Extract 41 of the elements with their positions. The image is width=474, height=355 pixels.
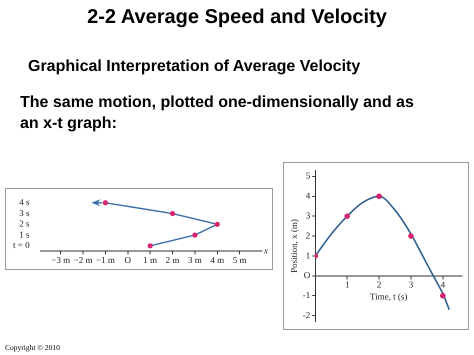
y-tick-label: O bbox=[304, 270, 311, 280]
point bbox=[148, 243, 153, 248]
point bbox=[408, 233, 414, 239]
line-series bbox=[315, 195, 450, 310]
y-tick-label: 4 bbox=[306, 190, 311, 201]
point bbox=[214, 222, 220, 227]
y-tick-label: 3 s bbox=[19, 208, 30, 218]
chart-title: 2-2 Average Speed and Velocity bbox=[86, 6, 388, 29]
point bbox=[344, 213, 350, 219]
y-tick-label: -2 bbox=[302, 310, 310, 320]
y-tick-label: 3 bbox=[306, 210, 311, 221]
y-tick-label: 5 bbox=[306, 170, 311, 181]
point bbox=[102, 200, 108, 206]
x-axis-title: x bbox=[263, 246, 268, 256]
x-axis-title: Time, t (s) bbox=[370, 291, 408, 302]
point bbox=[376, 193, 382, 200]
y-tick-label: 1 s bbox=[19, 229, 30, 240]
x-tick-label: 1 bbox=[344, 280, 350, 290]
x-tick-label: 3 m bbox=[188, 254, 202, 265]
y-axis-title: Position, x (m) bbox=[288, 219, 299, 273]
x-tick-label: −2 m bbox=[74, 254, 92, 265]
x-tick-label: 2 bbox=[376, 280, 382, 290]
chart-subtitle: Graphical Interpretation of Average Velocity bbox=[28, 58, 360, 76]
x-tick-label: 4 m bbox=[210, 254, 224, 265]
x-tick-label: −1 m bbox=[96, 254, 115, 265]
y-tick-label: t = 0 bbox=[13, 240, 30, 250]
x-tick-label: 1 m bbox=[143, 254, 158, 265]
point bbox=[440, 292, 446, 299]
x-tick-label: 4 bbox=[440, 280, 446, 290]
point bbox=[192, 232, 198, 238]
y-tick-label: -1 bbox=[302, 290, 310, 300]
point bbox=[170, 210, 176, 216]
x-tick-label: −3 m bbox=[51, 254, 70, 265]
x-tick-label: 2 m bbox=[166, 254, 180, 265]
y-tick-label: 2 s bbox=[19, 218, 30, 229]
x-tick-label: O bbox=[124, 254, 132, 265]
y-tick-label: 2 bbox=[306, 230, 310, 240]
y-tick-label: 4 s bbox=[19, 197, 30, 208]
text: The same motion, plotted one-dimensionally and as an x-t graph: bbox=[20, 93, 415, 134]
x-tick-label: 3 bbox=[408, 280, 414, 290]
x-tick-label: 5 m bbox=[232, 254, 247, 265]
